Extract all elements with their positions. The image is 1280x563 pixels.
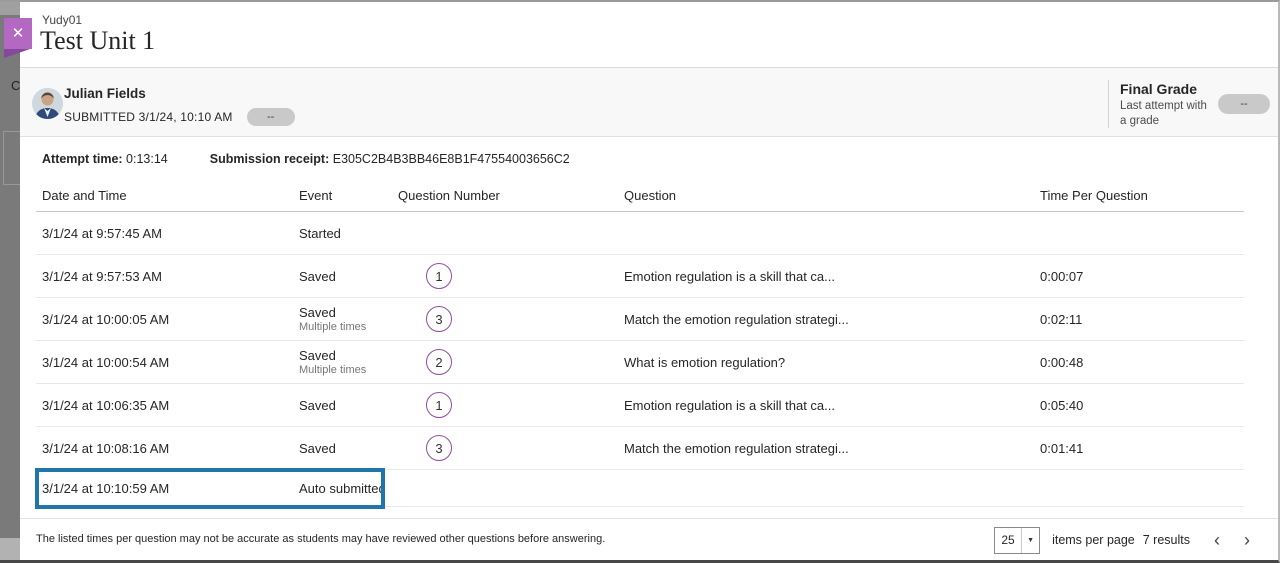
cell-datetime: 3/1/24 at 10:10:59 AM bbox=[42, 480, 170, 496]
table-row: 3/1/24 at 9:57:45 AM Started bbox=[36, 212, 1244, 255]
table-row-selected[interactable]: 3/1/24 at 10:10:59 AM Auto submitted bbox=[35, 468, 1244, 509]
background-page-text: C bbox=[11, 78, 20, 93]
cell-time: 0:01:41 bbox=[1040, 440, 1084, 456]
cell-event: Auto submitted bbox=[299, 480, 386, 496]
chevron-down-icon: ▼ bbox=[1027, 536, 1035, 544]
panel-header: Yudy01 Test Unit 1 bbox=[20, 2, 1278, 68]
cell-datetime: 3/1/24 at 10:00:05 AM bbox=[42, 311, 170, 327]
pagination-next-icon[interactable]: › bbox=[1244, 530, 1250, 550]
submission-receipt-label: Submission receipt: bbox=[209, 151, 330, 166]
cell-question: Emotion regulation is a skill that ca... bbox=[624, 397, 835, 413]
cell-event-sub: Multiple times bbox=[299, 364, 367, 376]
items-per-page-label: items per page bbox=[1052, 533, 1135, 547]
cell-datetime: 3/1/24 at 10:06:35 AM bbox=[42, 397, 170, 413]
question-number-badge: 1 bbox=[426, 263, 452, 289]
cell-event: Saved bbox=[299, 348, 336, 363]
question-number-badge: 3 bbox=[426, 435, 452, 461]
table-row: 3/1/24 at 9:57:53 AM Saved 1 Emotion reg… bbox=[36, 255, 1244, 298]
submitted-timestamp: SUBMITTED 3/1/24, 10:10 AM bbox=[64, 110, 233, 124]
background-button-fragment bbox=[3, 131, 20, 185]
cell-question: Match the emotion regulation strategi... bbox=[624, 311, 849, 327]
cell-event: Started bbox=[299, 225, 341, 241]
course-id: Yudy01 bbox=[42, 13, 83, 27]
final-grade-divider bbox=[1108, 80, 1109, 128]
cell-question: Match the emotion regulation strategi... bbox=[624, 440, 849, 456]
pagination-prev-icon[interactable]: ‹ bbox=[1214, 530, 1220, 550]
select-divider bbox=[1021, 527, 1023, 553]
cell-event: Saved bbox=[299, 440, 336, 456]
cell-question: Emotion regulation is a skill that ca... bbox=[624, 268, 835, 284]
table-header-row: Date and Time Event Question Number Ques… bbox=[36, 180, 1244, 212]
table-row: 3/1/24 at 10:06:35 AM Saved 1 Emotion re… bbox=[36, 384, 1244, 427]
column-header-time-per-question: Time Per Question bbox=[1040, 188, 1148, 203]
cell-time: 0:00:48 bbox=[1040, 354, 1084, 370]
table-row: 3/1/24 at 10:00:54 AM Saved Multiple tim… bbox=[36, 341, 1244, 384]
page-size-value: 25 bbox=[1001, 533, 1015, 547]
avatar bbox=[32, 88, 63, 119]
attempt-log-panel: Yudy01 Test Unit 1 Julian Fields SUBMITT… bbox=[20, 2, 1278, 560]
student-summary-band: Julian Fields SUBMITTED 3/1/24, 10:10 AM… bbox=[20, 68, 1278, 137]
background-footer-fragment bbox=[0, 538, 20, 560]
close-panel-button[interactable]: ✕ bbox=[4, 18, 32, 49]
final-grade-subtitle: Last attempt with a grade bbox=[1120, 100, 1207, 127]
cell-event: Saved bbox=[299, 268, 336, 284]
avatar-image bbox=[32, 88, 63, 119]
cell-event: Saved bbox=[299, 397, 336, 413]
attempt-log-table: Date and Time Event Question Number Ques… bbox=[35, 180, 1244, 509]
column-header-question-number: Question Number bbox=[398, 188, 500, 203]
footer-note: The listed times per question may not be… bbox=[36, 533, 606, 545]
attempt-grade-pill[interactable]: -- bbox=[246, 108, 295, 126]
submission-receipt: Submission receipt: E305C2B4B3BB46E8B1F4… bbox=[210, 152, 570, 166]
page-size-select[interactable]: 25 ▼ bbox=[994, 526, 1041, 554]
question-number-badge: 1 bbox=[426, 392, 452, 418]
question-number-badge: 3 bbox=[426, 306, 452, 332]
column-header-event: Event bbox=[299, 188, 333, 203]
cell-time: 0:02:11 bbox=[1040, 311, 1083, 327]
final-grade-title: Final Grade bbox=[1120, 81, 1198, 97]
cell-event-sub: Multiple times bbox=[299, 321, 367, 333]
cell-question: What is emotion regulation? bbox=[624, 354, 786, 370]
column-header-date: Date and Time bbox=[42, 188, 127, 203]
background-header-fragment bbox=[0, 2, 20, 15]
table-row: 3/1/24 at 10:08:16 AM Saved 3 Match the … bbox=[36, 427, 1244, 470]
cell-datetime: 3/1/24 at 10:08:16 AM bbox=[42, 440, 170, 456]
submission-status-row: SUBMITTED 3/1/24, 10:10 AM -- bbox=[64, 108, 295, 126]
attempt-time-label: Attempt time: bbox=[42, 151, 123, 166]
dimmed-background-page: C bbox=[0, 2, 20, 560]
page-title: Test Unit 1 bbox=[40, 26, 156, 55]
cell-datetime: 3/1/24 at 9:57:53 AM bbox=[42, 268, 162, 284]
close-button-fold bbox=[4, 49, 30, 58]
attempt-time: Attempt time: 0:13:14 bbox=[42, 152, 168, 166]
column-header-question: Question bbox=[624, 188, 677, 203]
table-row: 3/1/24 at 10:00:05 AM Saved Multiple tim… bbox=[36, 298, 1244, 341]
results-count: 7 results bbox=[1142, 533, 1190, 547]
cell-time: 0:00:07 bbox=[1040, 268, 1084, 284]
attempt-meta-row: Attempt time: 0:13:14 Submission receipt… bbox=[42, 137, 570, 180]
cell-time: 0:05:40 bbox=[1040, 397, 1084, 413]
final-grade-pill[interactable]: -- bbox=[1218, 94, 1270, 114]
question-number-badge: 2 bbox=[426, 349, 452, 375]
cell-event: Saved bbox=[299, 305, 336, 320]
submission-receipt-value: E305C2B4B3BB46E8B1F47554003656C2 bbox=[332, 151, 570, 166]
cell-datetime: 3/1/24 at 9:57:45 AM bbox=[42, 225, 162, 241]
pagination-controls: 25 ▼ items per page 7 results ‹ › bbox=[994, 519, 1250, 561]
panel-footer: The listed times per question may not be… bbox=[20, 518, 1278, 560]
cell-datetime: 3/1/24 at 10:00:54 AM bbox=[42, 354, 170, 370]
close-icon: ✕ bbox=[11, 25, 25, 42]
student-name: Julian Fields bbox=[64, 86, 146, 101]
attempt-time-value: 0:13:14 bbox=[126, 151, 168, 166]
